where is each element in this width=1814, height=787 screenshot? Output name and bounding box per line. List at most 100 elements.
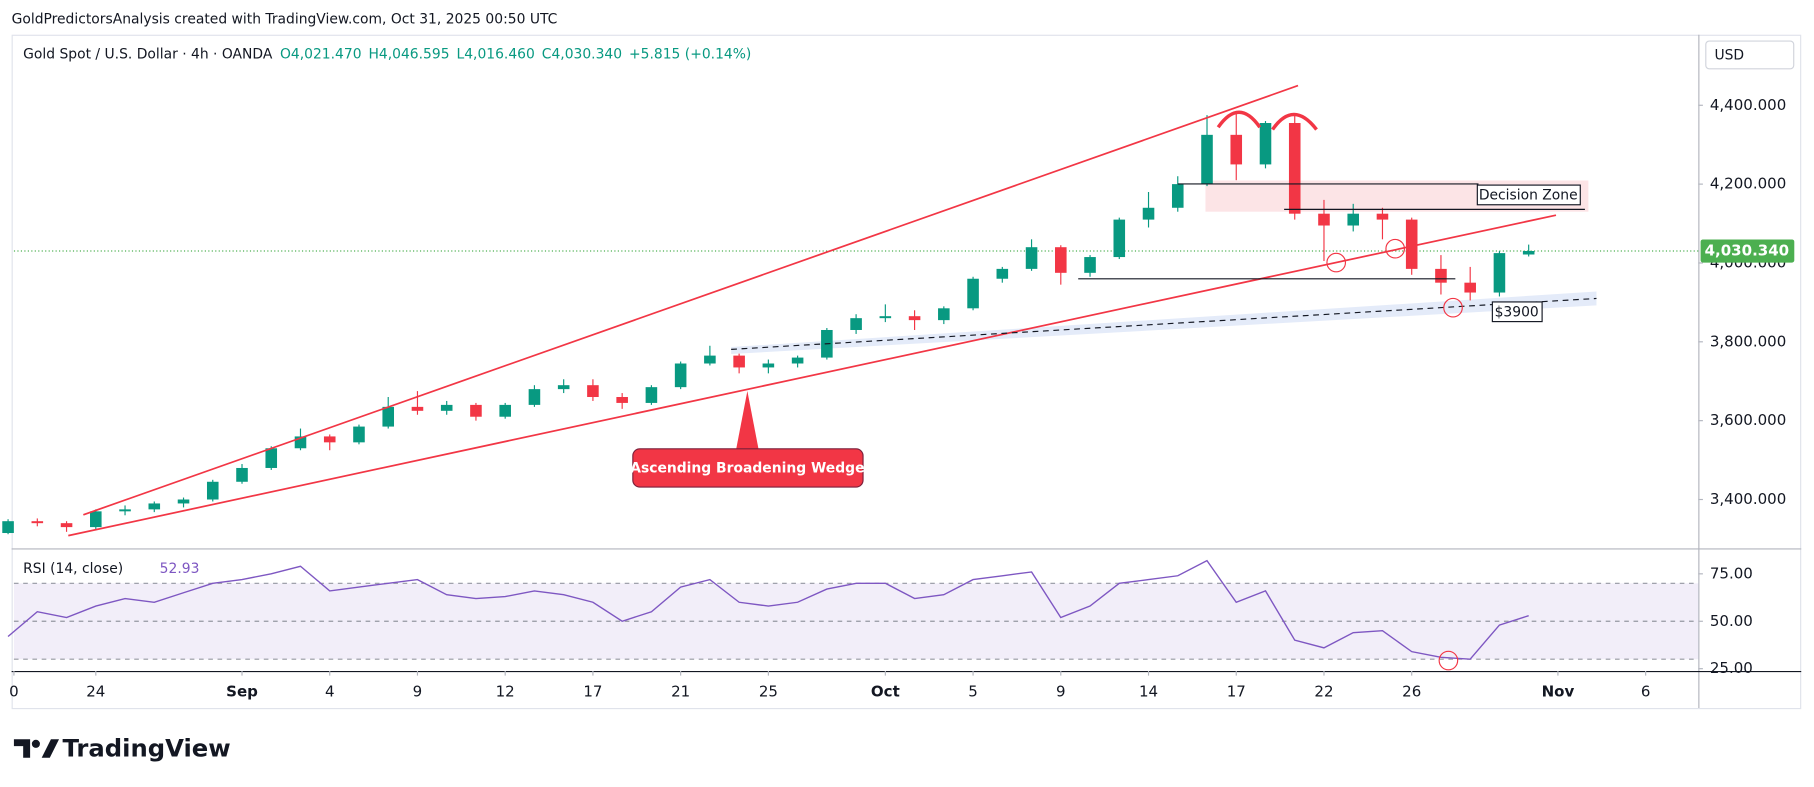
candle [528, 385, 541, 407]
rsi-line [7, 559, 1529, 660]
candle-body [1435, 268, 1447, 283]
ohlc-value: H4,046.595 [368, 46, 449, 62]
x-tick-label: 9 [1056, 682, 1066, 700]
zone-label: Decision Zone [1479, 188, 1578, 204]
candle-body [1376, 213, 1389, 220]
last-price-box [1700, 239, 1795, 263]
candle [908, 310, 921, 330]
candle [1171, 176, 1184, 212]
candle [850, 314, 862, 334]
candle [1113, 217, 1126, 260]
marker-circle [1385, 238, 1406, 259]
candle [557, 379, 570, 394]
candle-body [31, 521, 44, 524]
candle-body [1522, 251, 1535, 255]
level-label: $3900 [1495, 304, 1539, 320]
x-tick-label: 4 [325, 682, 335, 700]
callout-text: Ascending Broadening Wedge [630, 461, 864, 477]
x-tick-label: 9 [413, 682, 423, 700]
rsi-last-value: 52.93 [160, 561, 200, 577]
label-box [1491, 301, 1543, 323]
candle-body [1405, 219, 1418, 269]
rsi-title: RSI (14, close) [23, 561, 123, 577]
candle-body [1113, 219, 1126, 258]
candle-body [557, 385, 570, 390]
candle [1259, 121, 1272, 169]
candle [938, 306, 950, 325]
candle-body [1142, 207, 1155, 220]
candle-body [2, 521, 14, 534]
x-tick-label: 17 [1227, 682, 1246, 700]
wedge-upper [83, 84, 1299, 516]
x-tick-label: Sep [226, 682, 258, 700]
candle-body [60, 523, 73, 528]
y-tick-label: 3,400.000 [1710, 490, 1786, 508]
x-tick-label: 26 [1402, 682, 1421, 700]
candle-body [1055, 247, 1067, 273]
candle-body [265, 448, 278, 468]
x-tick-label: 12 [496, 682, 515, 700]
y-tick-label: 4,400.000 [1710, 96, 1786, 114]
y-tick-label: 4,200.000 [1710, 175, 1786, 193]
candle-body [206, 481, 219, 500]
x-tick-label: 24 [86, 682, 105, 700]
peak-arc [1271, 112, 1318, 131]
candle-body [1084, 257, 1096, 273]
x-tick-label: Oct [871, 682, 900, 700]
candle [90, 509, 102, 530]
callout-pointer [735, 391, 759, 452]
candle-body [1288, 123, 1301, 214]
candle-body [587, 385, 599, 398]
candle [353, 424, 365, 445]
callout-box [632, 448, 864, 488]
candle [879, 304, 892, 323]
candle [382, 397, 395, 429]
candle [294, 428, 307, 451]
candle-body [704, 355, 716, 364]
ohlc-value: +5.815 (+0.14%) [629, 46, 751, 62]
x-tick-label: 6 [1641, 682, 1651, 700]
candle-body [616, 397, 628, 403]
marker-circle [1438, 650, 1459, 671]
candle [31, 518, 44, 527]
candle [1288, 113, 1301, 220]
logo-shape [41, 739, 60, 758]
candle-body [440, 404, 453, 411]
ohlc-value: O4,021.470 [280, 46, 362, 62]
candle [323, 434, 336, 451]
candle-body [1025, 247, 1038, 269]
candle [236, 464, 248, 484]
candle [1464, 266, 1476, 301]
candle [2, 519, 14, 535]
candle [177, 497, 190, 508]
candle [470, 402, 482, 421]
brand: TradingView [13, 734, 231, 763]
rsi-name: RSI (14, close) [23, 561, 123, 577]
attribution: GoldPredictorsAnalysis created with Trad… [12, 12, 558, 28]
y-tick-label: 3,600.000 [1710, 411, 1786, 429]
marker-circle [1326, 252, 1347, 273]
candle [1435, 255, 1447, 295]
currency: USD [1714, 48, 1744, 64]
candle-body [674, 363, 687, 388]
candle [616, 393, 628, 409]
x-tick-label: 22 [1314, 682, 1333, 700]
candle-body [879, 316, 892, 319]
candle [996, 266, 1009, 283]
candle [791, 355, 804, 368]
x-tick-label: 14 [1139, 682, 1158, 700]
candle-body [908, 316, 921, 321]
ohlc-value: C4,030.340 [542, 46, 622, 62]
candle-body [850, 318, 862, 330]
candle [1201, 115, 1213, 187]
support-line [731, 297, 1597, 350]
frame [11, 34, 1802, 710]
logo-shape [31, 739, 40, 748]
candle-body [938, 308, 950, 321]
x-tick-label: 21 [671, 682, 690, 700]
candle [148, 501, 161, 513]
candle-body [1493, 253, 1506, 293]
symbol-name: Gold Spot / U.S. Dollar · 4h · OANDA [23, 46, 273, 62]
candle-body [1171, 184, 1184, 208]
